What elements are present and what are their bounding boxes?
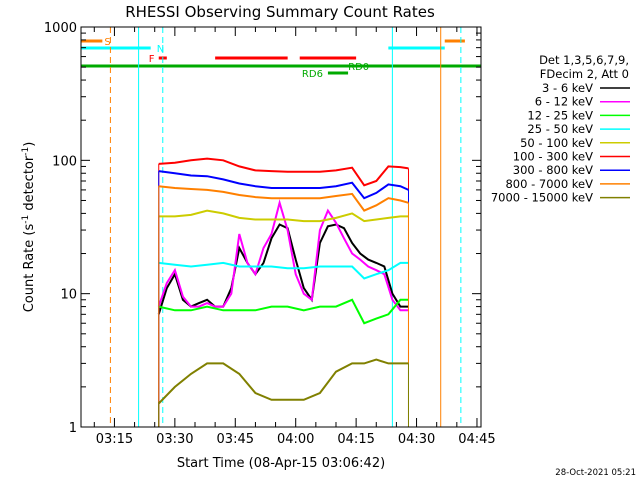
legend-entry-label: 6 - 12 keV [535,95,593,109]
legend-header-line1: Det 1,3,5,6,7,9, [539,53,629,67]
x-tick-label: 04:45 [458,432,495,447]
x-tick-label: 04:15 [337,432,374,447]
legend-entry-label: 50 - 100 keV [520,136,593,150]
legend-entry-label: 7000 - 15000 keV [491,191,593,205]
flag-label: N [157,44,164,55]
series-line [158,261,409,280]
flag-label: RD6 [302,69,323,80]
series-line [158,157,409,187]
y-axis-label-part3: ) [22,142,37,147]
x-tick-label: 03:15 [96,432,133,447]
series-line [158,170,409,200]
y-tick-label: 1000 [44,21,77,36]
flag-label: F [149,54,155,65]
legend-entry-label: 100 - 300 keV [513,150,593,164]
chart-title: RHESSI Observing Summary Count Rates [125,3,435,21]
legend-entry-label: 300 - 800 keV [513,163,593,177]
x-tick-label: 03:30 [156,432,193,447]
x-tick-label: 04:30 [398,432,435,447]
legend-entry-label: 25 - 50 keV [527,122,593,136]
y-axis-label: Count Rate (s-1 detector-1) [21,142,37,313]
flags-layer: S NF RD0 RD6 [81,37,481,80]
x-tick-label: 03:45 [217,432,254,447]
x-axis: 03:15 03:30 03:45 04:00 04:15 04:30 04:45 [93,27,496,447]
x-tick-label: 04:00 [277,432,314,447]
plot-frame [80,26,482,428]
footer-timestamp: 28-Oct-2021 05:21 [555,468,636,478]
y-axis-label-part1: Count Rate (s [22,224,37,313]
series-layer [157,157,409,427]
y-axis: 1 10 100 1000 [44,21,481,436]
y-tick-label: 10 [60,288,77,303]
legend-entry-label: 800 - 7000 keV [505,177,593,191]
legend-entry-label: 3 - 6 keV [542,81,593,95]
series-line [157,199,409,312]
series-line [158,209,409,223]
legend-header-line2: FDecim 2, Att 0 [540,67,629,81]
y-axis-label-sup1: -1 [21,215,31,224]
series-line [158,298,409,325]
y-axis-label-sup2: -1 [21,147,31,156]
series-line [157,223,409,315]
flag-label: S [104,37,110,48]
x-axis-label: Start Time (08-Apr-15 03:06:42) [177,456,385,471]
y-tick-label: 1 [69,421,77,436]
series-line [157,358,409,405]
series-line [158,185,409,212]
y-axis-label-part2: detector [22,155,37,215]
vertical-lines-layer [109,27,462,427]
y-tick-label: 100 [52,154,77,169]
legend-entry-label: 12 - 25 keV [527,108,593,122]
legend: Det 1,3,5,6,7,9, FDecim 2, Att 0 3 - 6 k… [491,53,630,205]
flag-label: RD0 [348,62,369,73]
